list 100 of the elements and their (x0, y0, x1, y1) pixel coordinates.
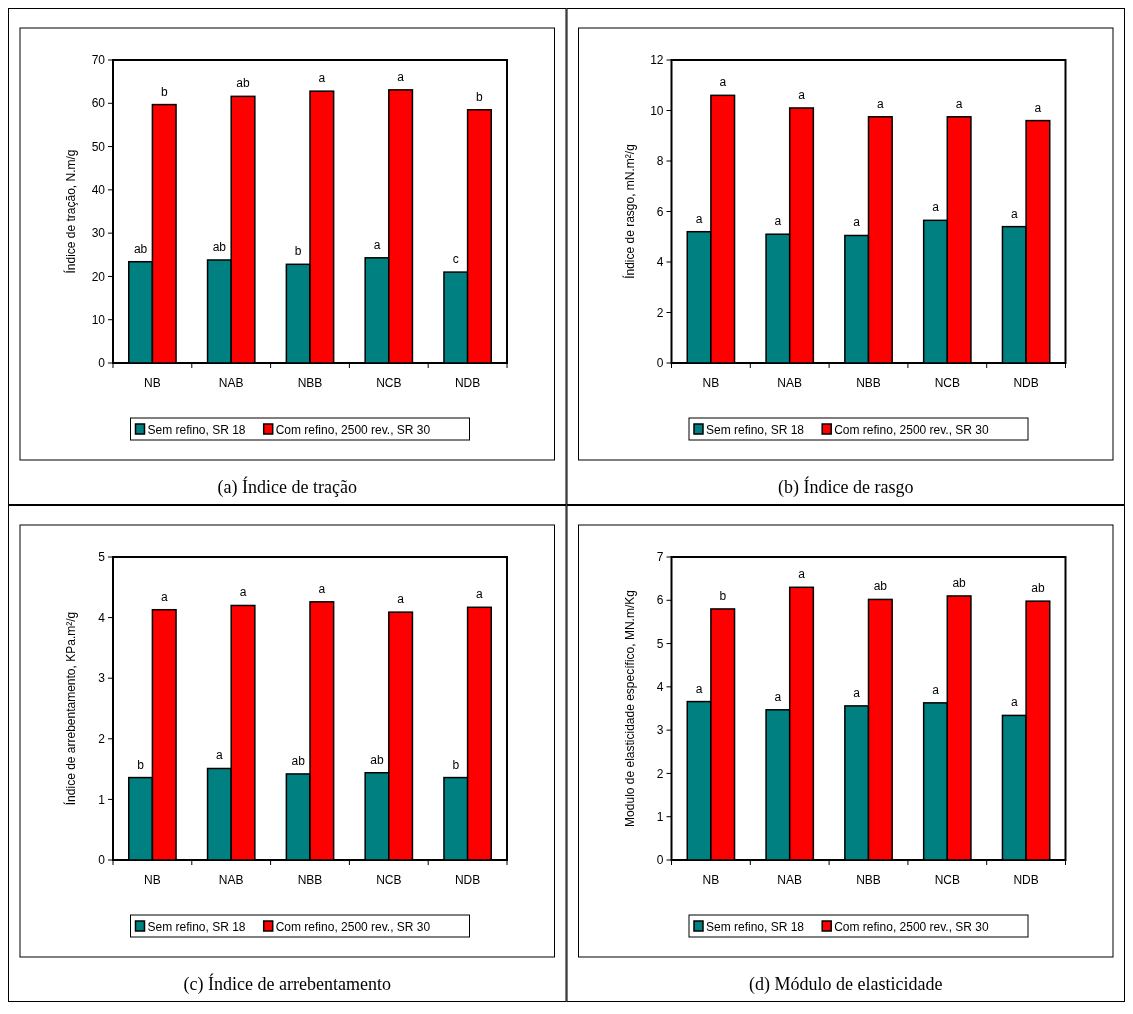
y-tick-label: 3 (656, 723, 664, 738)
data-label: a (774, 689, 782, 704)
y-tick-label: 20 (91, 269, 106, 284)
data-label: a (1034, 100, 1042, 115)
text: (d) Módulo de elasticidade (749, 974, 943, 995)
y-tick-label: 10 (91, 312, 106, 327)
y-tick-label: 50 (91, 139, 106, 154)
data-label: a (373, 237, 381, 252)
data-label: b (137, 757, 145, 772)
y-tick-label: 30 (91, 226, 106, 241)
legend-label: Sem refino, SR 18 (706, 919, 805, 934)
y-tick-label: 8 (656, 154, 664, 169)
y-tick-label: 2 (656, 766, 664, 781)
y-tick-label: 2 (656, 305, 664, 320)
y-tick-label: 0 (98, 853, 106, 868)
y-tick-label: 70 (91, 53, 106, 68)
y-tick-label: 7 (656, 550, 664, 565)
legend-label: Com refino, 2500 rev., SR 30 (834, 919, 990, 934)
data-label: ab (370, 752, 384, 767)
data-label: a (397, 69, 405, 84)
y-axis-title: Índice de tração, N.m/g (63, 149, 78, 274)
y-tick-label: 5 (98, 550, 106, 565)
data-label: a (1010, 695, 1018, 710)
x-tick-label: NBB (297, 376, 323, 390)
y-axis-title: Índice de rasgo, mN.m²/g (621, 144, 637, 279)
legend-label: Sem refino, SR 18 (706, 422, 805, 437)
data-label: ab (873, 579, 888, 594)
y-tick-label: 1 (656, 809, 664, 824)
y-tick-label: 40 (91, 183, 106, 198)
data-label: a (318, 71, 326, 86)
data-label: a (876, 96, 884, 111)
x-tick-label: NDB (454, 376, 481, 390)
x-tick-label: NCB (934, 376, 960, 390)
data-label: a (853, 215, 861, 230)
data-label: a (774, 214, 782, 229)
data-label: ab (236, 76, 251, 91)
y-tick-label: 0 (656, 356, 664, 371)
data-label: a (695, 681, 703, 696)
data-label: a (932, 200, 940, 215)
y-axis-title: Índice de arrebentamento, KPa.m²/g (63, 611, 78, 806)
y-tick-label: 5 (656, 636, 664, 651)
x-tick-label: NAB (777, 376, 803, 390)
y-tick-label: 1 (98, 792, 106, 807)
data-label: a (798, 567, 806, 582)
data-label: b (294, 244, 302, 259)
legend-label: Com refino, 2500 rev., SR 30 (275, 422, 431, 437)
data-label: a (932, 682, 940, 697)
data-label: ab (133, 241, 148, 256)
x-tick-label: NCB (376, 376, 402, 390)
x-tick-label: NCB (376, 873, 402, 887)
data-label: a (719, 75, 727, 90)
x-tick-label: NDB (1013, 376, 1039, 390)
data-label: a (476, 587, 484, 602)
x-tick-label: NAB (218, 873, 244, 887)
legend-label: Com refino, 2500 rev., SR 30 (834, 422, 990, 437)
y-tick-label: 10 (650, 103, 664, 118)
x-tick-label: NBB (297, 873, 323, 887)
data-label: ab (291, 753, 306, 768)
x-tick-label: NCB (934, 873, 960, 887)
data-label: b (160, 84, 168, 99)
data-label: c (452, 252, 459, 267)
data-label: a (160, 589, 168, 604)
legend-label: Sem refino, SR 18 (147, 919, 246, 934)
x-tick-label: NB (144, 873, 161, 887)
data-label: a (1010, 206, 1018, 221)
data-label: b (719, 588, 727, 603)
data-label: ab (212, 239, 227, 254)
x-tick-label: NBB (856, 376, 881, 390)
y-axis-title: Modulo de elasticidade específico, MN.m/Kg (622, 590, 637, 827)
data-label: a (955, 96, 963, 111)
y-tick-label: 6 (656, 593, 664, 608)
data-label: a (397, 592, 405, 607)
x-tick-label: NB (144, 376, 161, 390)
data-label: b (452, 757, 460, 772)
x-tick-label: NDB (454, 873, 481, 887)
data-label: a (853, 685, 861, 700)
text: (a) Índice de tração (217, 476, 357, 498)
data-label: a (239, 585, 247, 600)
y-tick-label: 4 (656, 255, 664, 270)
data-label: ab (1031, 581, 1045, 596)
text: (c) Índice de arrebentamento (183, 973, 391, 995)
y-tick-label: 2 (98, 732, 106, 746)
y-tick-label: 4 (98, 610, 106, 625)
x-tick-label: NAB (218, 376, 244, 390)
data-label: a (695, 211, 703, 226)
data-label: a (318, 581, 326, 596)
y-tick-label: 3 (98, 671, 106, 686)
legend-label: Com refino, 2500 rev., SR 30 (275, 919, 431, 934)
y-tick-label: 6 (656, 204, 664, 219)
y-tick-label: 60 (91, 96, 106, 111)
x-tick-label: NB (702, 873, 720, 887)
x-tick-label: NB (702, 376, 720, 390)
data-label: a (216, 748, 224, 763)
data-label: a (798, 87, 806, 102)
text: (b) Índice de rasgo (778, 476, 914, 498)
legend-label: Sem refino, SR 18 (147, 422, 246, 437)
y-tick-label: 0 (98, 356, 106, 371)
y-tick-label: 4 (656, 680, 664, 695)
x-tick-label: NBB (856, 873, 881, 887)
x-tick-label: NDB (1013, 873, 1039, 887)
